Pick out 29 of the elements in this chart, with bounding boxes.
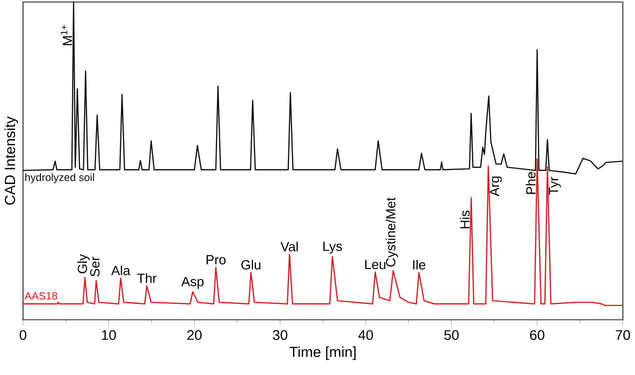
- y-axis-title: CAD Intensity: [4, 116, 18, 204]
- annotation: Val: [280, 241, 298, 252]
- annotation: Tyr: [549, 176, 561, 195]
- series-label: AAS18: [24, 292, 58, 300]
- annotation: Cystine/Met: [386, 197, 398, 266]
- annotation: Ser: [90, 256, 100, 276]
- annotation: Leu: [365, 260, 386, 269]
- x-tick-label: 20: [187, 330, 202, 340]
- annotation: Thr: [137, 273, 157, 283]
- annotation: Ala: [111, 265, 130, 276]
- annotation: Glu: [241, 260, 260, 270]
- annotation: Arg: [490, 176, 502, 196]
- x-tick-label: 70: [616, 330, 630, 340]
- annotation: His: [460, 210, 470, 228]
- annotation: Gly: [77, 254, 90, 274]
- x-tick-label: 10: [102, 330, 116, 340]
- x-tick-label: 30: [272, 330, 288, 340]
- x-tick-label: 0: [20, 330, 26, 340]
- annotation: Ile: [413, 260, 426, 270]
- x-tick-label: 40: [358, 330, 373, 340]
- annotation: Asp: [181, 276, 204, 289]
- series-label: hydrolyzed soil: [25, 173, 94, 184]
- x-tick-label: 50: [444, 330, 459, 340]
- x-tick-label: 60: [530, 330, 544, 340]
- annotation: Pro: [206, 254, 226, 264]
- annotation: M$^{1+}$: [60, 24, 72, 45]
- annotation: Lys: [323, 242, 342, 254]
- annotation: Phe: [526, 172, 536, 194]
- x-axis-title: Time [min]: [290, 346, 356, 360]
